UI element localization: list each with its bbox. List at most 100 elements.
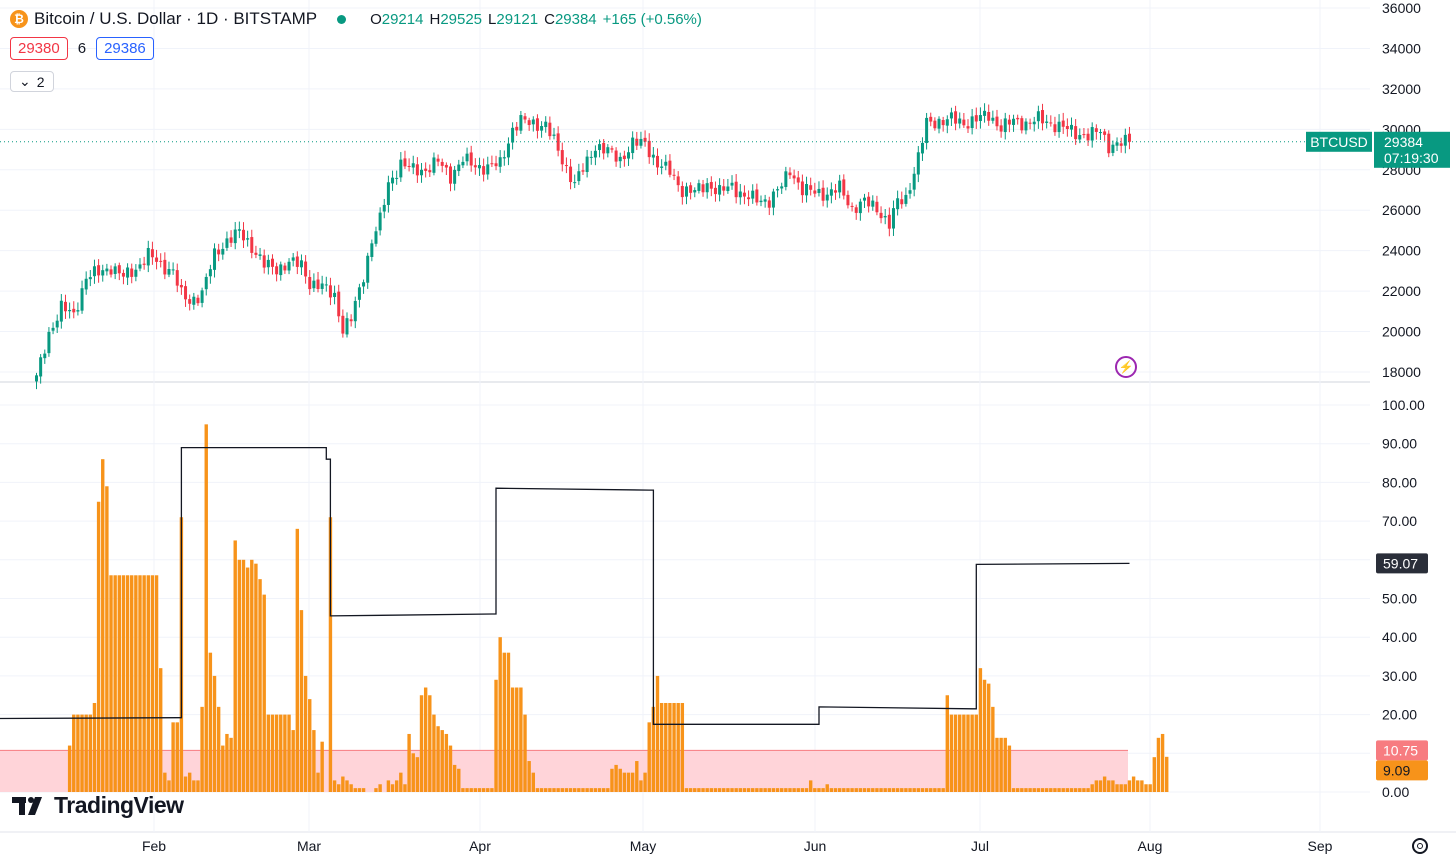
candle-body xyxy=(784,171,788,187)
histogram-bar xyxy=(523,714,527,792)
histogram-bar xyxy=(539,788,544,792)
histogram-bar xyxy=(1020,788,1024,792)
tradingview-logo[interactable]: TradingView xyxy=(12,792,184,819)
collapse-indicators-button[interactable]: ⌄ 2 xyxy=(10,71,54,92)
histogram-bar xyxy=(229,737,233,792)
histogram-bar xyxy=(204,424,208,792)
candle-body xyxy=(63,301,67,312)
candle-body xyxy=(287,261,291,271)
buy-button[interactable]: 29386 xyxy=(96,37,154,60)
histogram-bar xyxy=(916,788,921,792)
candles-group xyxy=(35,103,1131,390)
x-tick-label: Apr xyxy=(469,838,491,854)
candle-body xyxy=(879,212,883,219)
candle-body xyxy=(420,169,424,176)
histogram-bar xyxy=(597,788,602,792)
histogram-bar xyxy=(1131,776,1136,792)
histogram-bar xyxy=(105,486,109,792)
tradingview-mark-icon xyxy=(12,796,42,815)
candle-body xyxy=(800,181,804,196)
settings-gear-icon[interactable] xyxy=(1412,838,1428,854)
candle-body xyxy=(258,254,262,256)
symbol-title[interactable]: Bitcoin / U.S. Dollar · 1D · BITSTAMP xyxy=(34,9,318,28)
histogram-bar xyxy=(887,788,892,792)
candle-body xyxy=(366,255,370,283)
candle-body xyxy=(333,292,337,298)
histogram-bar xyxy=(738,788,742,792)
histogram-bar xyxy=(452,764,457,792)
candle-body xyxy=(1090,127,1094,141)
line-value-label: 59.07 xyxy=(1383,555,1418,571)
candle-body xyxy=(1007,119,1011,125)
candle-body xyxy=(391,177,395,184)
histogram-bar xyxy=(668,702,672,792)
histogram-bar xyxy=(481,788,486,792)
histogram-bar xyxy=(374,788,378,792)
candle-body xyxy=(341,315,345,334)
candle-body xyxy=(916,152,920,175)
histogram-bar xyxy=(1156,737,1161,792)
histogram-bar xyxy=(436,726,440,792)
flash-icon[interactable]: ⚡ xyxy=(1115,356,1137,378)
histogram-bar xyxy=(933,788,937,792)
osc-y-tick-label: 70.00 xyxy=(1382,513,1417,529)
candle-body xyxy=(217,249,221,255)
candle-body xyxy=(92,266,96,277)
histogram-bar xyxy=(945,695,949,792)
histogram-bar xyxy=(606,788,610,792)
candle-body xyxy=(477,165,481,169)
candle-body xyxy=(502,157,506,159)
candle-body xyxy=(498,157,502,167)
histogram-bar xyxy=(610,768,614,792)
histogram-bar xyxy=(531,772,535,792)
histogram-bar xyxy=(1115,784,1119,792)
candle-body xyxy=(573,182,577,184)
candle-body xyxy=(1086,133,1090,141)
histogram-bar xyxy=(829,788,834,792)
histogram-bar xyxy=(101,459,105,792)
candle-body xyxy=(987,111,991,121)
candle-body xyxy=(105,268,109,272)
candle-body xyxy=(747,197,751,200)
candle-body xyxy=(900,199,904,205)
histogram-bar xyxy=(1136,780,1140,792)
histogram-bar xyxy=(929,788,933,792)
candle-body xyxy=(734,181,738,198)
histogram-bar xyxy=(1144,784,1148,792)
candle-body xyxy=(1061,120,1065,127)
histogram-bar xyxy=(163,772,167,792)
market-status-icon[interactable] xyxy=(337,14,347,24)
candle-body xyxy=(622,155,626,160)
histogram-bar xyxy=(734,788,738,792)
candle-body xyxy=(482,166,486,175)
sell-button[interactable]: 29380 xyxy=(10,37,68,60)
histogram-bar xyxy=(730,788,734,792)
candle-body xyxy=(813,190,817,194)
histogram-bar xyxy=(1111,780,1115,792)
candle-body xyxy=(134,269,138,277)
candle-body xyxy=(283,265,287,271)
histogram-bar xyxy=(394,780,399,792)
candle-body xyxy=(121,272,125,277)
price-y-tick-label: 20000 xyxy=(1382,324,1421,340)
histogram-bar xyxy=(556,788,560,792)
candle-body xyxy=(179,284,183,288)
histogram-bar xyxy=(676,702,680,792)
candle-body xyxy=(755,189,759,203)
histogram-bar xyxy=(713,788,718,792)
high-value: 29525 xyxy=(440,10,483,28)
histogram-bar xyxy=(937,788,941,792)
candle-body xyxy=(1065,125,1069,129)
histogram-bar xyxy=(821,788,825,792)
histogram-bar xyxy=(767,788,771,792)
candle-body xyxy=(875,201,879,213)
candle-body xyxy=(279,264,283,276)
candle-body xyxy=(618,156,622,162)
histogram-bar xyxy=(486,788,490,792)
trade-panel: 29380 6 29386 xyxy=(10,37,154,60)
candle-body xyxy=(146,247,150,266)
histogram-bar xyxy=(440,730,444,792)
candle-body xyxy=(759,200,763,203)
symbol-header: ₿ Bitcoin / U.S. Dollar · 1D · BITSTAMP … xyxy=(10,6,702,32)
